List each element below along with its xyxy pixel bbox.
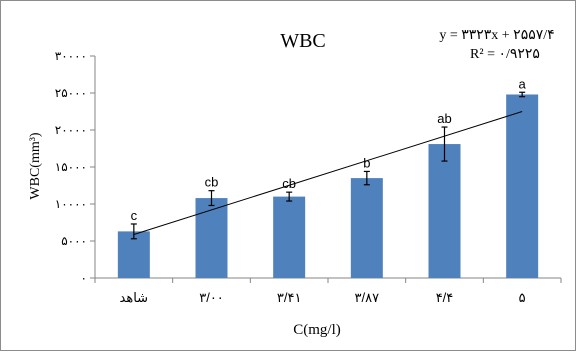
significance-label: a — [519, 76, 527, 91]
significance-label: c — [131, 208, 138, 223]
y-tick-label: ۲۵۰۰۰ — [55, 86, 87, 100]
trendline-equation: y = ۳۳۲۳x + ۲۵۵۷/۴ — [439, 28, 554, 43]
y-tick-label: ۱۰۰۰۰ — [55, 197, 87, 211]
bar — [428, 144, 461, 278]
y-tick-label: ۵۰۰۰ — [61, 234, 87, 248]
error-bars — [130, 91, 526, 240]
y-tick-label: ۱۵۰۰۰ — [55, 160, 87, 174]
bars — [117, 94, 539, 278]
axes: ۰ ۵۰۰۰ ۱۰۰۰۰ ۱۵۰۰۰ ۲۰۰۰۰ ۲۵۰۰۰ ۳۰۰۰۰ شاهد ۳/۰۰ ۳/… — [55, 49, 562, 305]
x-tick-label: ۳/۴۱ — [277, 290, 302, 305]
bar — [350, 178, 383, 278]
chart-title: WBC — [280, 30, 326, 52]
bar — [273, 196, 306, 278]
trendline — [133, 111, 523, 235]
y-axis-label: WBC(mm³) — [28, 132, 43, 200]
x-tick-label: ۳/۸۷ — [355, 290, 380, 305]
trendline-group — [133, 111, 523, 235]
x-tick-label: شاهد — [120, 290, 149, 305]
significance-label: cb — [282, 176, 296, 191]
y-tick-label: ۲۰۰۰۰ — [55, 123, 87, 137]
trendline-r2: R² = ۰/۹۲۲۵ — [470, 47, 540, 62]
y-tick-label: ۳۰۰۰۰ — [55, 49, 87, 63]
bar — [195, 198, 228, 278]
x-tick-label: ۵ — [519, 290, 526, 305]
x-axis-label: C(mg/l) — [293, 322, 341, 338]
bar — [506, 94, 539, 278]
x-tick-label: ۴/۴ — [436, 290, 454, 305]
x-tick-label: ۳/۰۰ — [199, 290, 224, 305]
significance-label: cb — [205, 175, 219, 190]
significance-label: b — [363, 155, 370, 170]
y-tick-label: ۰ — [81, 271, 87, 285]
significance-label: ab — [437, 111, 451, 126]
labels: c cb cb b ab a — [131, 76, 527, 223]
